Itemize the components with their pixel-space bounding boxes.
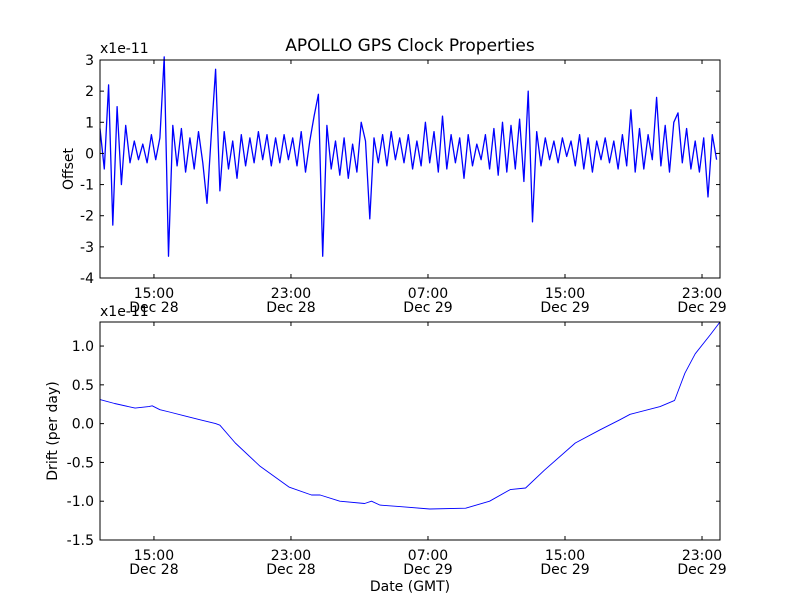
offset-ytick-label: -3 <box>80 240 94 256</box>
offset-ytick-label: 3 <box>85 53 94 69</box>
offset-xtick-label-time: 15:00 <box>134 286 174 302</box>
offset-xtick-label-time: 23:00 <box>682 286 722 302</box>
offset-xtick-label-date: Dec 29 <box>677 300 726 316</box>
offset-xtick-label-date: Dec 29 <box>403 300 452 316</box>
offset-ytick-label: 0 <box>85 146 94 162</box>
offset-xtick-label-time: 07:00 <box>408 286 448 302</box>
drift-axes-frame <box>99 321 721 541</box>
drift-xtick-label-date: Dec 29 <box>677 562 726 578</box>
drift-ytick-label: -0.5 <box>67 455 94 471</box>
offset-series-line <box>99 56 718 257</box>
offset-xtick-label-time: 15:00 <box>545 286 585 302</box>
drift-xtick-label-time: 07:00 <box>408 548 448 564</box>
drift-xtick-label-date: Dec 29 <box>403 562 452 578</box>
offset-ytick-label: 1 <box>85 115 94 131</box>
drift-xtick-label-time: 23:00 <box>682 548 722 564</box>
offset-ytick-label: -2 <box>80 209 94 225</box>
drift-ytick-label: -1.0 <box>67 494 94 510</box>
drift-ytick-label: -1.5 <box>67 533 94 549</box>
drift-xlabel: Date (GMT) <box>370 579 450 595</box>
drift-xtick-label-time: 23:00 <box>271 548 311 564</box>
offset-ytick-label: -4 <box>80 271 94 287</box>
drift-xtick-label-date: Dec 28 <box>266 562 315 578</box>
drift-ylabel: Drift (per day) <box>45 381 61 480</box>
offset-xtick-label-date: Dec 28 <box>129 300 178 316</box>
drift-multiplier-label: x1e-11 <box>100 304 149 320</box>
offset-ytick-label: -1 <box>80 178 94 194</box>
drift-ytick-label: 0.5 <box>72 378 94 394</box>
offset-xtick-label-date: Dec 29 <box>540 300 589 316</box>
offset-xtick-label-time: 23:00 <box>271 286 311 302</box>
drift-series-line <box>99 321 721 510</box>
drift-xtick-label-time: 15:00 <box>134 548 174 564</box>
drift-ytick-label: 0.0 <box>72 417 94 433</box>
offset-ytick-label: 2 <box>85 84 94 100</box>
drift-xtick-label-date: Dec 28 <box>129 562 178 578</box>
offset-ylabel: Offset <box>61 147 77 190</box>
offset-xtick-label-date: Dec 28 <box>266 300 315 316</box>
offset-axes-frame <box>99 59 721 279</box>
drift-xtick-label-date: Dec 29 <box>540 562 589 578</box>
drift-axes: x1e-11 Drift (per day) Date (GMT) -1.5 -1… <box>45 304 727 595</box>
drift-xtick-label-time: 15:00 <box>545 548 585 564</box>
drift-ytick-label: 1.0 <box>72 339 94 355</box>
chart-title: APOLLO GPS Clock Properties <box>285 36 535 56</box>
offset-multiplier-label: x1e-11 <box>100 41 149 57</box>
